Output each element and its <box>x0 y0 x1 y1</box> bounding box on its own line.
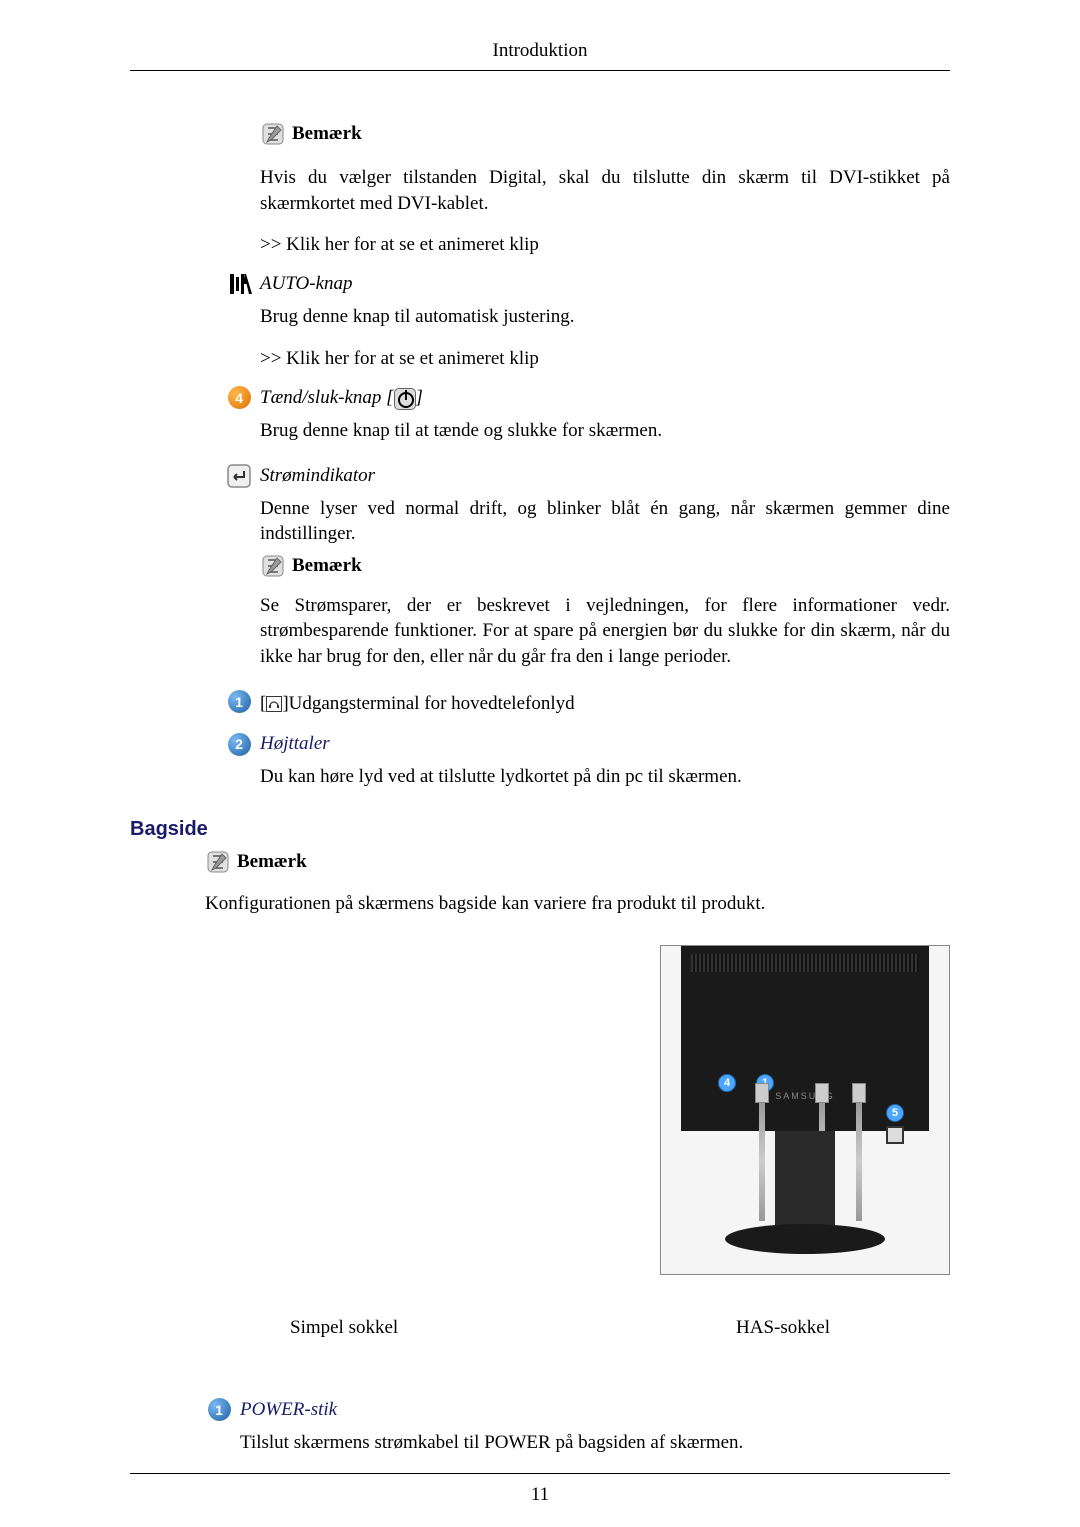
power-indicator-text: Denne lyser ved normal drift, og blinker… <box>260 496 950 547</box>
power-label-suffix: ] <box>416 387 423 408</box>
footer-divider: 11 <box>130 1473 950 1506</box>
auto-button-text: Brug denne knap til automatisk justering… <box>260 304 950 330</box>
sokkel-labels-row: Simpel sokkel HAS-sokkel <box>290 1315 830 1341</box>
has-sokkel-label: HAS-sokkel <box>736 1315 830 1341</box>
monitor-back-image: 1 2 3 4 5 SAMSUNG <box>660 945 950 1275</box>
power-stik-row: 1 POWER-stik <box>205 1396 950 1424</box>
speaker-label: Højttaler <box>260 733 330 754</box>
note-row-2: Bemærk <box>260 553 950 579</box>
speaker-row: 2 Højttaler <box>225 730 950 758</box>
note-row-1: Bemærk <box>260 121 950 147</box>
bagside-heading: Bagside <box>130 818 950 841</box>
bagside-config-text: Konfigurationen på skærmens bagside kan … <box>205 893 950 915</box>
headphone-icon <box>266 696 282 712</box>
header-divider <box>130 70 950 71</box>
power-label-prefix: Tænd/sluk-knap [ <box>260 387 394 408</box>
note-row-3: Bemærk <box>205 849 950 875</box>
auto-button-label: AUTO-knap <box>260 273 353 294</box>
circle-1: 1 <box>228 690 251 713</box>
auto-adjust-icon <box>225 270 253 298</box>
port-square-icon <box>886 1126 904 1144</box>
note-label: Bemærk <box>292 555 362 577</box>
enter-key-icon <box>225 462 253 490</box>
number-4-icon: 4 <box>225 384 253 412</box>
circle-4: 4 <box>228 386 251 409</box>
number-1-icon: 1 <box>225 688 253 716</box>
power-button-row: 4 Tænd/sluk-knap [] <box>225 384 950 412</box>
animated-clip-link-1[interactable]: >> Klik her for at se et animeret klip <box>260 234 950 256</box>
port-marker-5: 5 <box>886 1104 904 1122</box>
number-1-icon: 1 <box>205 1396 233 1424</box>
power-button-text: Brug denne knap til at tænde og slukke f… <box>260 418 950 444</box>
note-label: Bemærk <box>237 851 307 873</box>
auto-button-row: AUTO-knap <box>225 270 950 298</box>
page-header-title: Introduktion <box>130 40 950 62</box>
note-icon <box>260 121 286 147</box>
animated-clip-link-2[interactable]: >> Klik her for at se et animeret klip <box>260 348 950 370</box>
headphone-row: 1 []Udgangsterminal for hovedtelefonlyd <box>225 688 950 717</box>
speaker-text: Du kan høre lyd ved at tilslutte lydkort… <box>260 764 950 790</box>
power-stik-text: Tilslut skærmens strømkabel til POWER på… <box>240 1430 950 1456</box>
power-indicator-row: Strømindikator <box>225 462 950 490</box>
headphone-text: ]Udgangsterminal for hovedtelefonlyd <box>282 693 574 714</box>
circle-1: 1 <box>208 1398 231 1421</box>
power-symbol-icon <box>394 388 416 410</box>
note-text-1: Hvis du vælger tilstanden Digital, skal … <box>260 165 950 216</box>
note-icon <box>260 553 286 579</box>
number-2-icon: 2 <box>225 730 253 758</box>
simple-sokkel-label: Simpel sokkel <box>290 1315 398 1341</box>
power-stik-label: POWER-stik <box>240 1399 337 1420</box>
power-indicator-label: Strømindikator <box>260 465 375 486</box>
port-marker-4: 4 <box>718 1074 736 1092</box>
power-saver-text: Se Strømsparer, der er beskrevet i vejle… <box>260 593 950 670</box>
note-label: Bemærk <box>292 123 362 145</box>
circle-2: 2 <box>228 733 251 756</box>
page-number: 11 <box>130 1484 950 1506</box>
monitor-back-image-container: 1 2 3 4 5 SAMSUNG <box>130 945 950 1275</box>
note-icon <box>205 849 231 875</box>
